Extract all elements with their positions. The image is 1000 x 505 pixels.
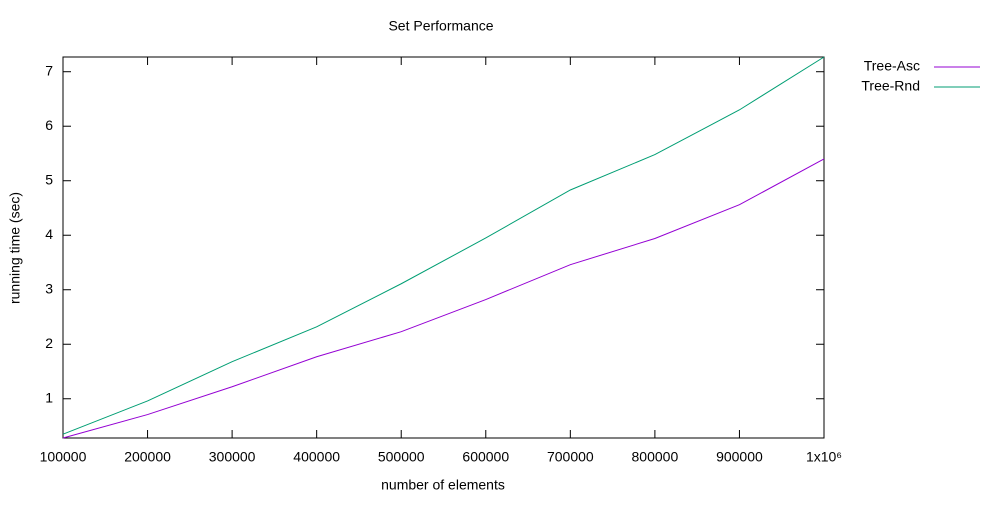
- legend-label: Tree-Rnd: [861, 78, 920, 94]
- x-tick-label: 300000: [209, 449, 256, 465]
- y-tick-label: 6: [45, 117, 53, 133]
- x-tick-label: 700000: [547, 449, 594, 465]
- series-line: [62, 158, 825, 439]
- series-line: [62, 56, 825, 435]
- x-tick-label: 400000: [293, 449, 340, 465]
- x-tick-label: 200000: [124, 449, 171, 465]
- x-tick-label: 100000: [40, 449, 87, 465]
- y-tick-label: 5: [45, 171, 53, 187]
- y-tick-label: 3: [45, 280, 53, 296]
- x-tick-label: 600000: [462, 449, 509, 465]
- legend-label: Tree-Asc: [864, 58, 920, 74]
- x-axis-label: number of elements: [381, 477, 505, 493]
- x-tick-label: 900000: [716, 449, 763, 465]
- x-tick-label: 500000: [378, 449, 425, 465]
- x-tick-label: 800000: [632, 449, 679, 465]
- y-axis-label: running time (sec): [7, 192, 23, 304]
- y-tick-label: 2: [45, 335, 53, 351]
- y-tick-label: 1: [45, 389, 53, 405]
- y-tick-label: 7: [45, 62, 53, 78]
- chart-title: Set Performance: [388, 18, 493, 34]
- x-tick-label: 1x10⁶: [806, 449, 842, 465]
- y-tick-label: 4: [45, 226, 53, 242]
- plot-frame: [62, 56, 825, 439]
